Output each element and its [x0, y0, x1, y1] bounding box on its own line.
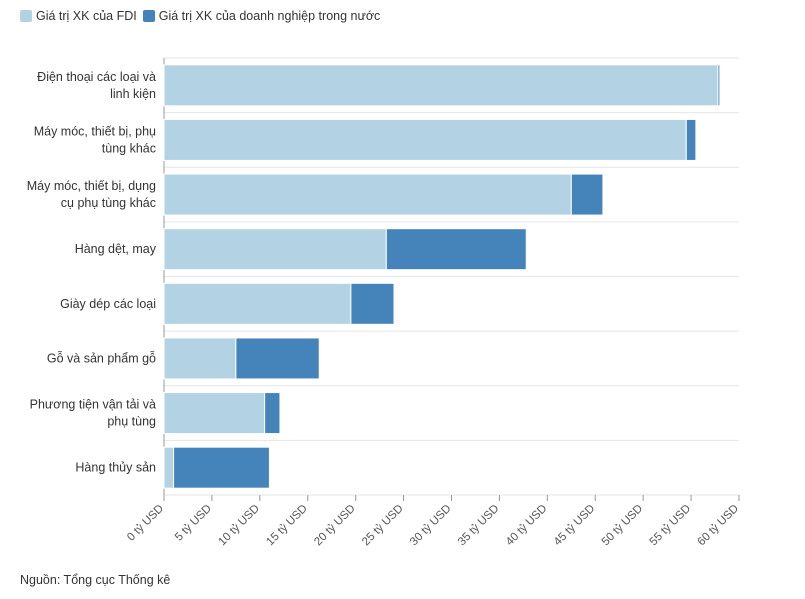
x-tick-label: 60 tỷ USD: [696, 503, 742, 549]
x-tick-label: 0 tỷ USD: [125, 503, 166, 544]
source-note: Nguồn: Tổng cục Thống kê: [20, 573, 171, 587]
category-label: Giày dép các loại: [60, 297, 156, 311]
x-tick-label: 35 tỷ USD: [456, 503, 502, 549]
category-label: Gỗ và sản phẩm gỗ: [47, 350, 156, 365]
bar-domestic: [685, 118, 697, 161]
bar-fdi: [163, 228, 387, 271]
bar-fdi: [163, 337, 237, 380]
bar-domestic: [570, 173, 604, 216]
x-tick-label: 55 tỷ USD: [648, 503, 694, 549]
bar-domestic: [235, 337, 320, 380]
legend-label-fdi: Giá trị XK của FDI: [36, 9, 137, 23]
bar-fdi: [163, 173, 572, 216]
legend-label-domestic: Giá trị XK của doanh nghiệp trong nước: [158, 9, 381, 23]
category-label: Máy móc, thiết bị, dụng cụ phụ tùng khác: [27, 179, 156, 210]
bar-domestic: [264, 392, 281, 435]
bar-domestic: [173, 446, 270, 489]
legend: Giá trị XK của FDI Giá trị XK của doanh …: [20, 9, 386, 23]
legend-item-fdi[interactable]: Giá trị XK của FDI: [20, 9, 137, 23]
legend-swatch-domestic: [142, 10, 155, 22]
x-tick-label: 20 tỷ USD: [312, 503, 358, 549]
x-tick-label: 25 tỷ USD: [360, 503, 406, 549]
bar-domestic: [385, 228, 527, 271]
category-label: Hàng dệt, may: [75, 242, 157, 256]
x-tick-label: 40 tỷ USD: [504, 503, 550, 549]
x-tick-label: 10 tỷ USD: [216, 503, 262, 549]
bar-domestic: [350, 282, 395, 325]
bar-fdi: [163, 282, 352, 325]
x-tick-label: 45 tỷ USD: [552, 503, 598, 549]
x-tick-label: 5 tỷ USD: [173, 503, 214, 544]
bar-domestic: [717, 64, 721, 107]
category-label: Phương tiện vận tải và phụ tùng: [30, 398, 156, 429]
stacked-bar-chart: 0 tỷ USD 5 tỷ USD 10 tỷ USD 15 tỷ USD 20 tỷ …: [27, 57, 742, 549]
bar-fdi: [163, 118, 687, 161]
bar-fdi: [163, 392, 266, 435]
x-tick-label: 30 tỷ USD: [408, 503, 454, 549]
x-tick-label: 15 tỷ USD: [264, 503, 310, 549]
x-tick-label: 50 tỷ USD: [600, 503, 646, 549]
category-label: Điện thoại các loại và linh kiện: [37, 70, 156, 101]
category-label: Máy móc, thiết bị, phụ tùng khác: [34, 124, 156, 155]
bar-fdi: [163, 446, 175, 489]
category-label: Hàng thủy sản: [75, 461, 156, 475]
bar-fdi: [163, 64, 719, 107]
legend-item-domestic[interactable]: Giá trị XK của doanh nghiệp trong nước: [142, 9, 381, 23]
legend-swatch-fdi: [20, 10, 32, 22]
